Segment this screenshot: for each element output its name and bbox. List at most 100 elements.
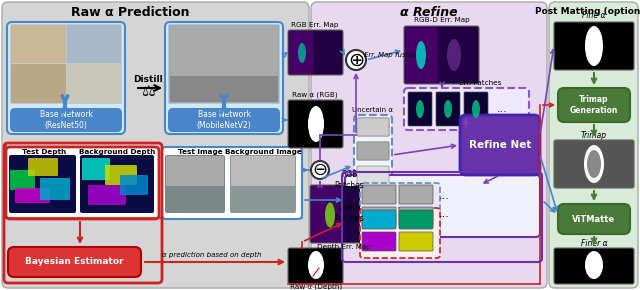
FancyBboxPatch shape bbox=[40, 178, 70, 200]
Text: ⚖: ⚖ bbox=[141, 84, 155, 99]
FancyBboxPatch shape bbox=[120, 175, 148, 195]
FancyBboxPatch shape bbox=[439, 27, 478, 83]
FancyBboxPatch shape bbox=[399, 210, 433, 229]
FancyBboxPatch shape bbox=[357, 118, 389, 136]
Text: α Refine: α Refine bbox=[400, 6, 458, 19]
FancyBboxPatch shape bbox=[399, 185, 433, 204]
FancyBboxPatch shape bbox=[7, 22, 125, 134]
FancyBboxPatch shape bbox=[15, 188, 50, 203]
Ellipse shape bbox=[472, 100, 480, 118]
FancyBboxPatch shape bbox=[362, 185, 396, 204]
FancyBboxPatch shape bbox=[28, 158, 58, 176]
FancyBboxPatch shape bbox=[231, 156, 295, 186]
FancyBboxPatch shape bbox=[168, 108, 280, 132]
Text: α prediction based on depth: α prediction based on depth bbox=[163, 252, 262, 258]
FancyBboxPatch shape bbox=[10, 24, 122, 104]
Ellipse shape bbox=[416, 41, 426, 69]
FancyBboxPatch shape bbox=[10, 170, 35, 190]
Ellipse shape bbox=[325, 202, 335, 227]
FancyBboxPatch shape bbox=[354, 115, 392, 195]
Circle shape bbox=[311, 161, 329, 179]
Text: Err. Patches: Err. Patches bbox=[459, 80, 501, 86]
FancyBboxPatch shape bbox=[342, 186, 377, 242]
FancyBboxPatch shape bbox=[399, 232, 433, 251]
FancyBboxPatch shape bbox=[288, 248, 343, 284]
FancyBboxPatch shape bbox=[404, 88, 529, 130]
FancyBboxPatch shape bbox=[310, 185, 378, 243]
FancyBboxPatch shape bbox=[311, 2, 547, 288]
FancyBboxPatch shape bbox=[405, 27, 438, 83]
Text: Test Image: Test Image bbox=[178, 149, 222, 155]
Ellipse shape bbox=[308, 251, 324, 279]
FancyBboxPatch shape bbox=[357, 142, 389, 160]
FancyBboxPatch shape bbox=[360, 183, 440, 233]
Text: Fine α: Fine α bbox=[582, 12, 605, 21]
Text: ...: ... bbox=[438, 209, 449, 219]
FancyBboxPatch shape bbox=[360, 208, 440, 258]
FancyBboxPatch shape bbox=[170, 26, 278, 102]
FancyBboxPatch shape bbox=[362, 207, 396, 226]
FancyBboxPatch shape bbox=[357, 166, 389, 184]
FancyBboxPatch shape bbox=[357, 118, 389, 136]
Text: Raw α (Depth): Raw α (Depth) bbox=[290, 284, 342, 290]
FancyBboxPatch shape bbox=[289, 31, 314, 74]
FancyBboxPatch shape bbox=[436, 92, 460, 126]
Text: Distill: Distill bbox=[133, 75, 163, 84]
Text: Depth Err. Map: Depth Err. Map bbox=[317, 244, 371, 250]
Ellipse shape bbox=[444, 100, 452, 118]
FancyBboxPatch shape bbox=[169, 25, 279, 103]
Ellipse shape bbox=[584, 145, 604, 183]
Text: Raw α (RGB): Raw α (RGB) bbox=[292, 92, 338, 98]
FancyBboxPatch shape bbox=[8, 247, 141, 277]
FancyBboxPatch shape bbox=[9, 155, 76, 213]
FancyBboxPatch shape bbox=[404, 26, 479, 84]
FancyBboxPatch shape bbox=[170, 26, 278, 76]
Ellipse shape bbox=[585, 26, 603, 66]
Text: Finer α: Finer α bbox=[580, 238, 607, 247]
FancyBboxPatch shape bbox=[464, 92, 488, 126]
FancyBboxPatch shape bbox=[88, 185, 126, 205]
FancyBboxPatch shape bbox=[549, 2, 638, 288]
Text: Raw α Prediction: Raw α Prediction bbox=[71, 6, 189, 19]
FancyBboxPatch shape bbox=[288, 100, 343, 148]
Text: Bayesian Estimator: Bayesian Estimator bbox=[25, 258, 124, 267]
FancyBboxPatch shape bbox=[11, 25, 66, 63]
FancyBboxPatch shape bbox=[166, 156, 224, 186]
Text: RGB Err. Map: RGB Err. Map bbox=[291, 22, 339, 28]
Ellipse shape bbox=[587, 150, 601, 178]
Text: RGB
Patches: RGB Patches bbox=[334, 170, 364, 190]
FancyBboxPatch shape bbox=[11, 64, 66, 103]
Text: ⊖: ⊖ bbox=[312, 161, 328, 179]
Ellipse shape bbox=[447, 39, 461, 71]
FancyBboxPatch shape bbox=[311, 186, 341, 242]
FancyBboxPatch shape bbox=[558, 88, 630, 122]
Text: Depth
Patches: Depth Patches bbox=[334, 203, 364, 223]
FancyBboxPatch shape bbox=[67, 64, 121, 103]
Text: Uncertain α: Uncertain α bbox=[353, 107, 394, 113]
FancyBboxPatch shape bbox=[554, 248, 634, 284]
Text: Trimap: Trimap bbox=[581, 130, 607, 139]
Text: RGB-D Err. Map: RGB-D Err. Map bbox=[414, 17, 470, 23]
FancyBboxPatch shape bbox=[80, 155, 154, 213]
FancyBboxPatch shape bbox=[345, 175, 540, 237]
FancyBboxPatch shape bbox=[554, 140, 634, 188]
Text: ...: ... bbox=[438, 191, 449, 201]
Ellipse shape bbox=[585, 251, 603, 279]
FancyBboxPatch shape bbox=[357, 142, 389, 160]
FancyBboxPatch shape bbox=[315, 31, 342, 74]
FancyBboxPatch shape bbox=[165, 155, 225, 213]
Text: Background Image: Background Image bbox=[225, 149, 301, 155]
Ellipse shape bbox=[298, 43, 306, 63]
Ellipse shape bbox=[416, 100, 424, 118]
FancyBboxPatch shape bbox=[10, 108, 122, 132]
FancyBboxPatch shape bbox=[554, 22, 634, 70]
FancyBboxPatch shape bbox=[162, 147, 302, 219]
FancyBboxPatch shape bbox=[399, 207, 433, 226]
Text: ⊕: ⊕ bbox=[348, 50, 364, 70]
FancyBboxPatch shape bbox=[362, 232, 396, 251]
FancyBboxPatch shape bbox=[558, 204, 630, 234]
FancyBboxPatch shape bbox=[362, 210, 396, 229]
Text: Base Network
(ResNet50): Base Network (ResNet50) bbox=[40, 110, 93, 130]
FancyBboxPatch shape bbox=[168, 24, 280, 104]
FancyBboxPatch shape bbox=[288, 30, 343, 75]
